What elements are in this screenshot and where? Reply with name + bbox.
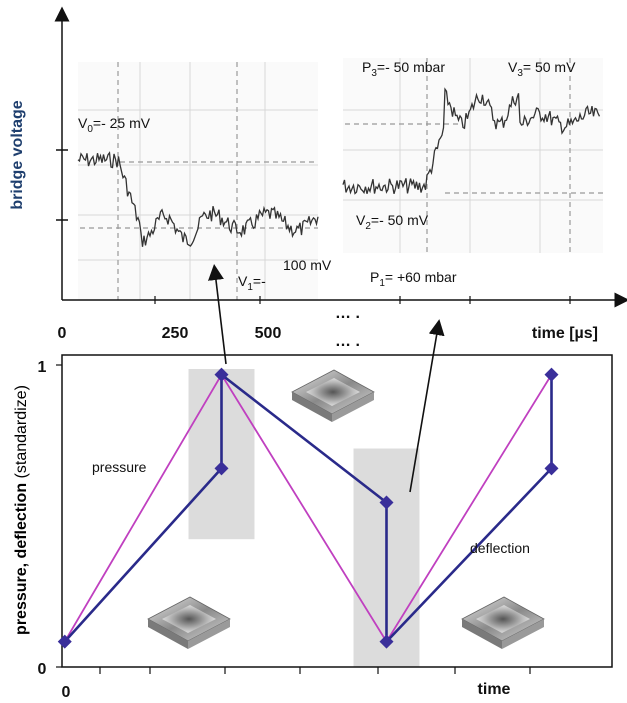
annotation-v2: V2=- 50 mV <box>356 212 429 232</box>
annotation-p3: P3=- 50 mbar <box>362 59 445 79</box>
main-x-axis-label: time <box>478 681 511 698</box>
membrane-chip-illustration <box>461 596 545 649</box>
series-line-deflection <box>63 372 553 645</box>
data-point-marker <box>379 634 394 649</box>
annotation-v0: V0=- 25 mV <box>78 115 151 135</box>
data-point-marker <box>544 461 559 476</box>
data-point-marker <box>57 634 72 649</box>
data-point-marker <box>379 495 394 510</box>
annotation-v1: V1=- <box>238 273 266 293</box>
inset-x-tick-label: 250 <box>162 325 189 342</box>
pointer-arrow <box>208 264 227 365</box>
main-x-ticks <box>99 667 531 674</box>
membrane-chip-illustration <box>147 596 231 649</box>
inset-chart: bridge voltage 0 250 500 … . … . time [µ… <box>9 6 627 350</box>
voltage-trace-left <box>77 151 319 247</box>
main-y-axis-label: pressure, deflection (standardize) <box>13 385 30 635</box>
scope-panel-right <box>342 58 603 253</box>
main-plot-frame <box>61 354 613 668</box>
main-y-tick-label: 1 <box>38 359 47 376</box>
inset-x-tick-label: 0 <box>58 325 67 342</box>
series-line-pressure <box>63 372 553 644</box>
main-y-tick-label: 0 <box>38 661 47 678</box>
inset-x-tick-label: 500 <box>255 325 282 342</box>
scope-panel-left <box>77 62 319 300</box>
main-x-origin-label: 0 <box>62 684 71 701</box>
main-series <box>63 372 553 645</box>
inset-x-ellipsis: … . <box>335 333 360 350</box>
series-label-deflection: deflection <box>470 540 530 556</box>
pointer-arrow <box>409 319 445 493</box>
main-markers <box>57 367 559 649</box>
main-chart: pressure, deflection (standardize) 1 0 0… <box>13 264 613 701</box>
data-point-marker <box>214 461 229 476</box>
inset-x-ellipsis: … . <box>335 305 360 322</box>
data-point-marker <box>214 367 229 382</box>
annotation-v1-value: 100 mV <box>283 257 332 273</box>
annotation-v3: V3= 50 mV <box>508 59 576 79</box>
series-label-pressure: pressure <box>92 459 147 475</box>
data-point-marker <box>544 367 559 382</box>
voltage-trace-right <box>342 87 601 195</box>
annotation-p1: P1= +60 mbar <box>370 269 457 289</box>
membrane-chip-illustration <box>291 369 375 422</box>
inset-y-axis-label: bridge voltage <box>9 100 26 209</box>
inset-x-axis-label: time [µs] <box>532 325 598 342</box>
